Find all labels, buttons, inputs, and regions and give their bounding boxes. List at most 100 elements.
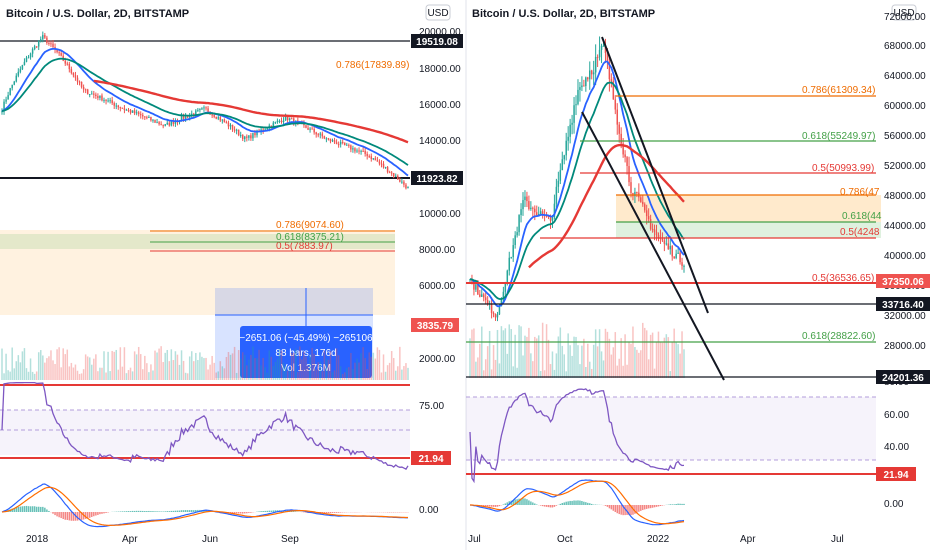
volume-bar — [290, 352, 293, 380]
volume-bar — [559, 327, 562, 378]
candle-body — [508, 257, 511, 271]
volume-bar — [25, 368, 28, 380]
macd-histogram-bar — [178, 510, 181, 512]
macd-histogram-bar — [103, 512, 105, 514]
macd-histogram-bar — [573, 500, 575, 505]
macd-histogram-bar — [524, 498, 526, 505]
left-xtick: 2018 — [26, 534, 49, 545]
volume-bar — [64, 354, 66, 380]
left-measure-line1: −2651.06 (−45.49%) −265106 — [239, 333, 373, 344]
volume-bar — [252, 346, 254, 380]
volume-bar — [319, 361, 322, 380]
candle-body — [655, 231, 658, 236]
candle-body — [27, 57, 30, 59]
macd-histogram-bar — [634, 505, 636, 514]
volume-bar — [215, 372, 217, 380]
candle-body — [341, 141, 344, 143]
volume-bar — [231, 353, 234, 380]
candle-body — [374, 158, 377, 161]
volume-bar — [537, 335, 540, 378]
volume-bar — [33, 373, 36, 380]
candle-body — [180, 116, 183, 122]
volume-bar — [305, 356, 307, 380]
candle-body — [60, 53, 62, 56]
macd-histogram-bar — [325, 512, 328, 514]
candle-body — [323, 136, 326, 139]
macd-histogram-bar — [626, 505, 628, 515]
candle-body — [551, 217, 554, 221]
candle-body — [58, 52, 60, 54]
volume-bar — [520, 326, 522, 378]
volume-bar — [325, 358, 328, 380]
candle-body — [657, 235, 660, 238]
right-currency-badge[interactable] — [891, 4, 917, 21]
candle-body — [127, 109, 130, 111]
left-currency-badge[interactable] — [425, 4, 451, 21]
left-tag-current — [411, 318, 459, 332]
volume-bar — [154, 350, 156, 380]
candle-body — [537, 213, 540, 216]
volume-bar — [37, 352, 40, 380]
candle-body — [42, 35, 44, 40]
left-ytick: 18000.00 — [419, 64, 461, 75]
ema-mid-line — [1, 57, 409, 166]
macd-histogram-bar — [195, 509, 197, 512]
macd-histogram-bar — [612, 505, 615, 511]
candle-body — [121, 107, 124, 109]
macd-histogram-bar — [91, 512, 93, 517]
right-fib-label-3: 0.786(47 — [840, 187, 880, 198]
volume-bar — [640, 350, 642, 378]
volume-bar — [354, 362, 356, 380]
macd-histogram-bar — [643, 505, 646, 510]
candle-body — [624, 154, 626, 158]
candle-body — [514, 235, 516, 246]
candle-body — [317, 134, 319, 136]
volume-bar — [399, 346, 401, 380]
macd-histogram-bar — [68, 512, 71, 521]
macd-histogram-bar — [620, 505, 622, 515]
volume-bar — [360, 353, 362, 380]
volume-bar — [221, 366, 224, 380]
macd-histogram-bar — [539, 505, 542, 506]
candle-body — [337, 144, 340, 146]
volume-bar — [683, 349, 685, 378]
macd-histogram-bar — [156, 511, 158, 512]
candle-body — [579, 87, 581, 90]
candle-body — [370, 156, 373, 160]
volume-bar — [35, 371, 38, 380]
volume-bar — [160, 346, 162, 380]
volume-bar — [545, 324, 548, 378]
volume-bar — [514, 334, 516, 378]
candle-body — [661, 238, 664, 241]
candle-body — [223, 119, 226, 123]
volume-bar — [229, 354, 232, 380]
volume-bar — [614, 332, 617, 378]
macd-histogram-bar — [651, 505, 654, 508]
volume-bar — [54, 363, 56, 380]
volume-bar — [3, 373, 5, 380]
volume-bar — [129, 367, 132, 380]
macd-histogram-bar — [555, 505, 558, 506]
macd-histogram-bar — [512, 500, 514, 505]
macd-histogram-bar — [541, 505, 544, 507]
macd-histogram-bar — [180, 510, 183, 512]
macd-histogram-bar — [571, 500, 573, 505]
volume-bar — [170, 349, 173, 380]
volume-bar — [70, 362, 73, 380]
macd-histogram-bar — [575, 500, 577, 505]
left-measure-box — [240, 326, 372, 378]
macd-histogram-bar — [31, 506, 34, 512]
macd-histogram-bar — [266, 510, 268, 512]
volume-bar — [58, 347, 60, 380]
volume-bar — [52, 360, 54, 380]
volume-bar — [481, 326, 483, 378]
volume-bar — [370, 356, 373, 380]
macd-histogram-bar — [640, 505, 642, 511]
candle-body — [107, 100, 109, 102]
left-tag-current-text: 3835.79 — [417, 321, 454, 332]
candle-body — [229, 124, 232, 127]
macd-histogram-bar — [239, 512, 242, 514]
macd-histogram-bar — [329, 512, 332, 514]
volume-bar — [585, 366, 587, 378]
macd-histogram-bar — [121, 511, 124, 512]
